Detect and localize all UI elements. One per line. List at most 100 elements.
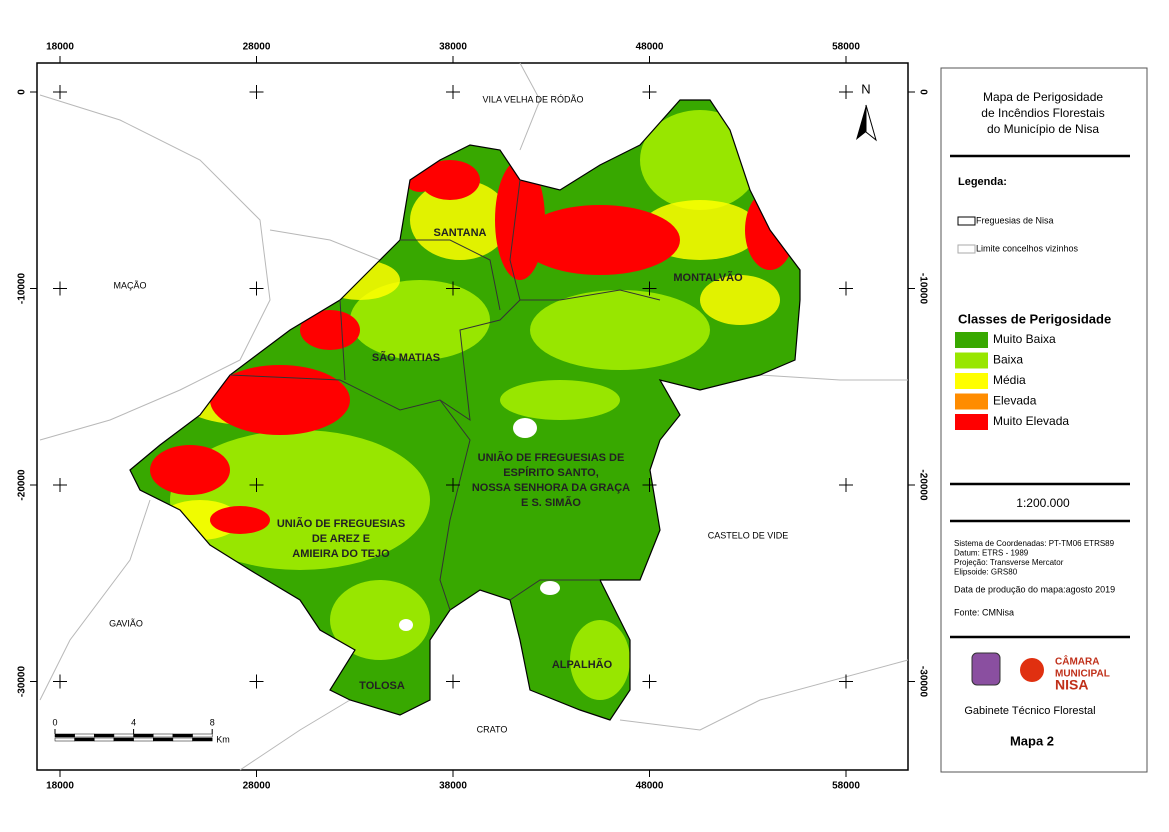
grid-cross	[53, 674, 67, 689]
logo-flower	[1020, 658, 1044, 682]
parish-label: MONTALVÃO	[673, 271, 743, 284]
parish-label: ALPALHÃO	[552, 658, 613, 671]
panel: Mapa de Perigosidade de Incêndios Florest…	[950, 90, 1130, 748]
y-tick-label: -20000	[917, 469, 928, 501]
grid-cross	[446, 478, 460, 492]
y-tick-label: -20000	[17, 469, 28, 501]
x-tick-label: 58000	[832, 781, 860, 792]
scale-bar: 0 4 8Km	[52, 717, 229, 744]
grid-cross	[642, 674, 657, 689]
grid-cross	[839, 674, 853, 689]
boundary-label: Limite concelhos vizinhos	[976, 243, 1079, 253]
scale-segment	[113, 733, 134, 738]
map-title: Mapa de Perigosidade	[983, 90, 1103, 104]
scale-segment	[133, 733, 154, 738]
scale-segment	[172, 733, 193, 738]
x-tick-label: 38000	[439, 42, 467, 53]
neighbour-boundaries	[39, 62, 909, 771]
grid-cross	[839, 478, 853, 492]
grid-cross	[249, 281, 264, 296]
source-text: Fonte: CMNisa	[954, 607, 1014, 617]
parish-label: ESPÍRITO SANTO,	[503, 466, 599, 479]
scale-segment	[74, 737, 95, 742]
info-line: Datum: ETRS - 1989	[954, 549, 1029, 558]
grid-cross	[53, 478, 67, 492]
place-label: VILA VELHA DE RÓDÃO	[482, 94, 583, 104]
boundary-swatch	[957, 244, 976, 254]
y-tick-label: 0	[917, 89, 928, 95]
info-line: Elipsoide: GRS80	[954, 568, 1018, 577]
grid-cross	[642, 478, 657, 492]
place-label: CRATO	[477, 724, 508, 734]
logo-text: MUNICIPAL	[1055, 669, 1110, 680]
grid-cross	[249, 674, 264, 689]
scale-label: 0	[52, 717, 57, 727]
scale-unit: Km	[216, 734, 230, 744]
scale-label: 4	[131, 717, 136, 727]
class-swatch	[955, 373, 988, 389]
class-label: Elevada	[993, 394, 1037, 408]
legend-title: Legenda:	[958, 176, 1007, 188]
scale-segment	[192, 737, 213, 742]
class-label: Baixa	[993, 353, 1023, 367]
grid-cross	[839, 85, 853, 99]
info-line: Projeção: Transverse Mercator	[954, 558, 1064, 567]
grid-cross	[446, 674, 460, 689]
x-tick-label: 28000	[243, 42, 271, 53]
scale-segment	[113, 737, 134, 742]
parish-label: SANTANA	[434, 227, 487, 239]
grid-cross	[642, 281, 657, 296]
y-tick-label: -30000	[917, 666, 928, 698]
info-line: Sistema de Coordenadas: PT-TM06 ETRS89	[954, 539, 1115, 548]
x-tick-label: 28000	[243, 781, 271, 792]
y-tick-label: 0	[17, 89, 28, 95]
grid-cross	[446, 85, 460, 99]
scale-segment	[74, 733, 95, 738]
grid-cross	[839, 281, 853, 296]
parish-label: SÃO MATIAS	[372, 351, 440, 364]
x-tick-label: 18000	[46, 42, 74, 53]
class-swatch	[955, 332, 988, 348]
class-swatch	[955, 393, 988, 410]
parish-label: UNIÃO DE FREGUESIAS	[277, 517, 405, 530]
boundary-label: Freguesias de Nisa	[976, 215, 1054, 225]
class-label: Média	[993, 373, 1026, 387]
x-tick-label: 58000	[832, 42, 860, 53]
grid-ticks: 1800018000280002800038000380004800048000…	[17, 42, 929, 792]
scale-segment	[54, 733, 75, 738]
parish-label: E S. SIMÃO	[521, 496, 581, 509]
map-title: de Incêndios Florestais	[981, 106, 1104, 120]
grid-cross	[249, 478, 264, 492]
map-title: do Município de Nisa	[987, 122, 1099, 136]
x-tick-label: 48000	[636, 781, 664, 792]
y-tick-label: -10000	[917, 273, 928, 305]
parish-label: AMIEIRA DO TEJO	[292, 548, 390, 560]
class-swatch	[955, 414, 988, 430]
logo-text: CÂMARA	[1055, 655, 1099, 668]
place-label: MAÇÃO	[113, 280, 146, 290]
scale-segment	[192, 733, 213, 738]
scale-segment	[54, 737, 75, 742]
parish-label: DE AREZ E	[312, 533, 370, 545]
scale-segment	[94, 733, 115, 738]
parish-label: NOSSA SENHORA DA GRAÇA	[472, 482, 630, 494]
scale-segment	[133, 737, 154, 742]
logo-text: NISA	[1055, 677, 1088, 693]
class-label: Muito Baixa	[993, 332, 1056, 346]
x-tick-label: 18000	[46, 781, 74, 792]
y-tick-label: -30000	[17, 665, 28, 697]
grid-cross	[53, 281, 67, 296]
scale-segment	[153, 737, 174, 742]
grid-cross	[53, 85, 67, 99]
date-text: Data de produção do mapa:agosto 2019	[954, 584, 1115, 594]
scale-segment	[94, 737, 115, 742]
boundary-swatch	[957, 216, 976, 226]
scale-segment	[172, 737, 193, 742]
class-swatch	[955, 352, 988, 369]
north-label: N	[861, 81, 870, 96]
scale-label: 8	[210, 717, 215, 727]
north-arrow: N	[856, 81, 877, 142]
crest	[971, 652, 1001, 686]
place-label: GAVIÃO	[109, 618, 143, 628]
